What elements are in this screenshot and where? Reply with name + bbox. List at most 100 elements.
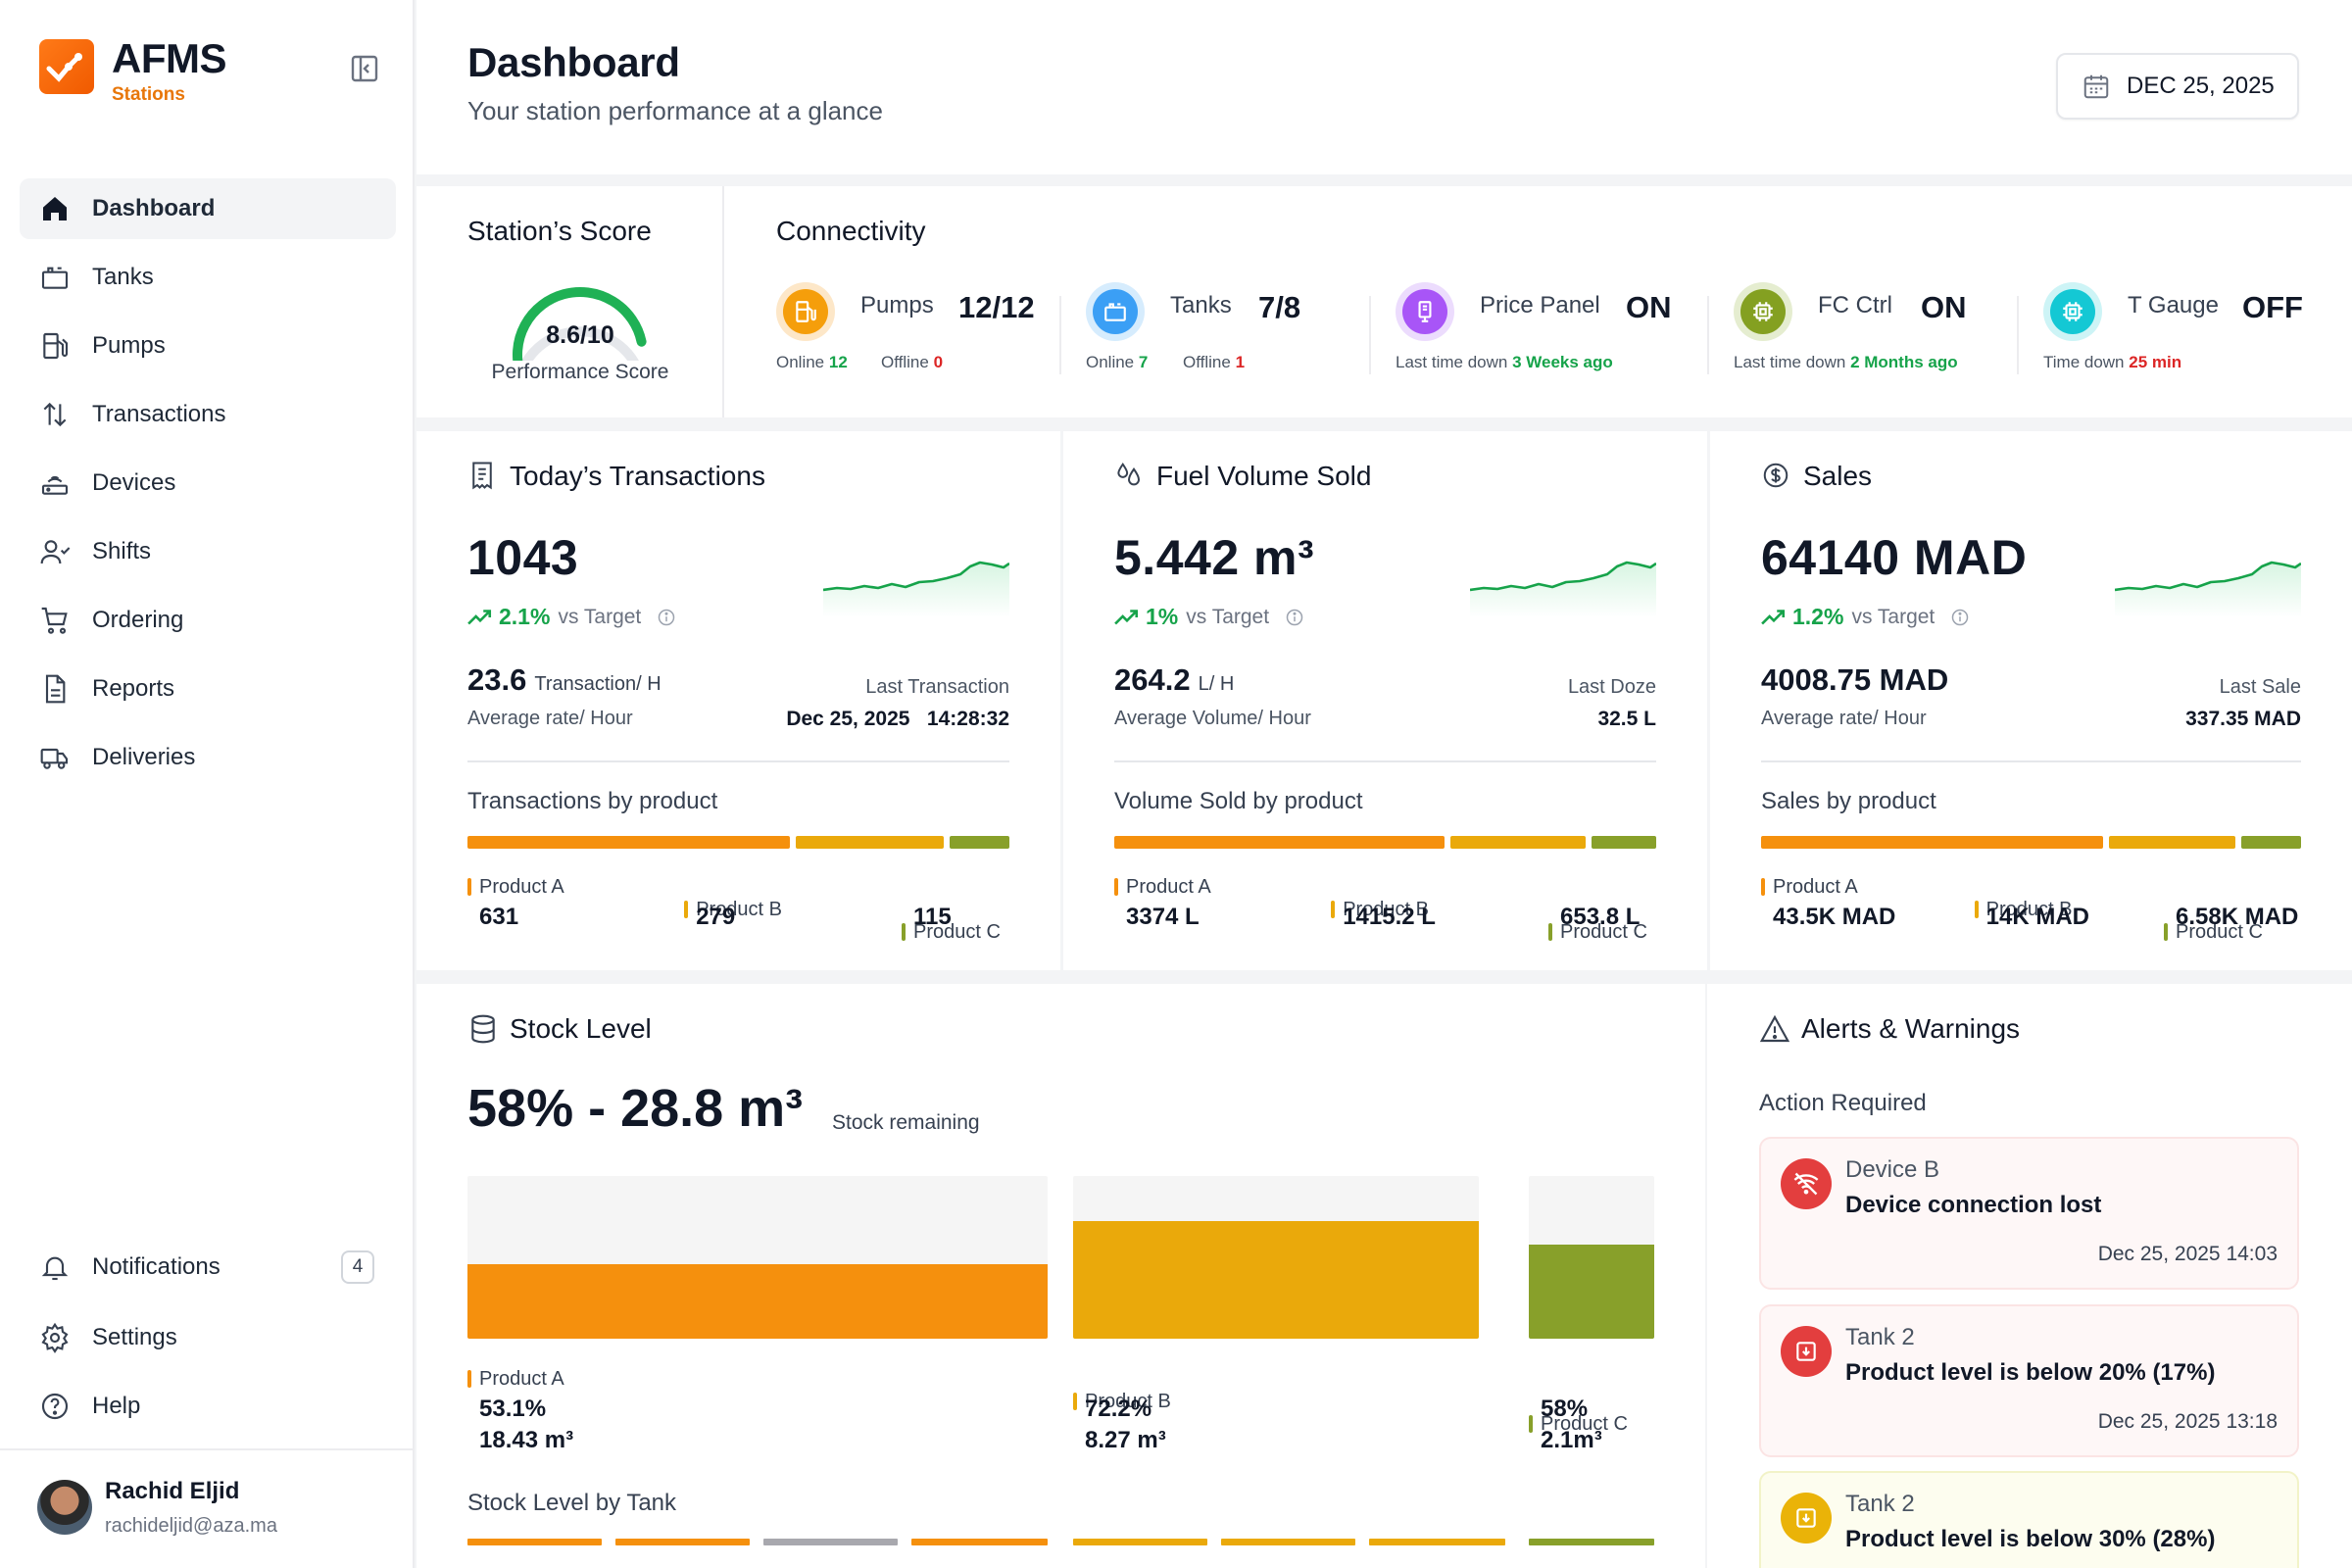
kpi-metric: 264.2 (1114, 662, 1191, 697)
score-title: Station’s Score (467, 216, 652, 246)
conn-name: Tanks (1170, 292, 1232, 318)
conn-t-gauge[interactable]: T Gauge OFF Time down 25 min (2043, 282, 2303, 371)
stock-by-tank-label: Stock Level by Tank (467, 1490, 677, 1516)
sidebar-item-shifts[interactable]: Shifts (20, 521, 396, 582)
help-icon (41, 1393, 69, 1420)
user-email: rachideljid@aza.ma (105, 1515, 277, 1537)
tank-segment (1529, 1539, 1654, 1545)
kpi-right-value: 32.5 L (1597, 708, 1656, 730)
tank-segment (911, 1539, 1048, 1545)
kpi-metric-label: Average rate/ Hour (1761, 708, 1927, 729)
kpi-vs-label: vs Target (558, 605, 642, 628)
sidebar-item-devices[interactable]: Devices (20, 453, 396, 514)
trend-up-icon (1114, 609, 1139, 624)
pump-icon (796, 301, 816, 322)
alert-source: Device B (1845, 1156, 1940, 1183)
product-name: Product A (1761, 876, 2352, 899)
alert-item[interactable]: Tank 2 Product level is below 20% (17%) … (1759, 1304, 2299, 1457)
trend-up-icon (467, 609, 492, 624)
info-icon[interactable] (1950, 608, 1970, 627)
sidebar-item-tanks[interactable]: Tanks (20, 247, 396, 308)
product-name: Product C (902, 921, 1545, 944)
sidebar-item-label: Shifts (92, 538, 152, 564)
sidebar-item-ordering[interactable]: Ordering (20, 590, 396, 651)
sidebar-item-transactions[interactable]: Transactions (20, 384, 396, 445)
kpi-metric-unit: Transaction/ H (534, 673, 662, 695)
warning-icon (1759, 1014, 1790, 1043)
kpi-right-value: 337.35 MAD (2185, 708, 2301, 730)
conn-value: OFF (2242, 290, 2303, 324)
product-share-bar (2241, 836, 2301, 849)
alerts-section-label: Action Required (1759, 1090, 1927, 1116)
avatar[interactable] (37, 1480, 92, 1535)
kpi-sparkline (823, 561, 1009, 617)
sidebar-item-label: Transactions (92, 401, 226, 427)
product-value: 3374 L (1126, 904, 1200, 930)
tank-level-bar[interactable] (467, 1176, 1048, 1339)
chip-icon (1753, 302, 1773, 321)
alert-item[interactable]: Tank 2 Product level is below 30% (28%) (1759, 1471, 2299, 1568)
product-value: 631 (479, 904, 519, 930)
sidebar-item-settings[interactable]: Settings (20, 1307, 396, 1368)
kpi-metric-unit: L/ H (1198, 673, 1235, 695)
product-value: 14K MAD (1985, 904, 2089, 930)
tank-level-fill (1529, 1245, 1654, 1339)
alert-item[interactable]: Device B Device connection lost Dec 25, … (1759, 1137, 2299, 1290)
tank-volume: 2.1m³ (1541, 1427, 1602, 1453)
page-header: Dashboard Your station performance at a … (416, 0, 2352, 174)
kpi-right-value: Dec 25, 2025 14:28:32 (786, 708, 1009, 730)
product-share-bar (1449, 836, 1586, 849)
overview-row: Station’s Score 8.6/10 Performance Score… (416, 186, 2352, 417)
sidebar-item-pumps[interactable]: Pumps (20, 316, 396, 376)
sidebar-item-dashboard[interactable]: Dashboard (20, 178, 396, 239)
price-panel-icon (1418, 301, 1432, 322)
tank-level-bar[interactable] (1529, 1176, 1654, 1339)
info-icon[interactable] (657, 608, 676, 627)
gauge-track (521, 326, 639, 361)
sidebar-collapse-icon[interactable] (349, 53, 380, 84)
product-name: Product C (2164, 921, 2352, 944)
stock-headline: 58% - 28.8 m³ (467, 1079, 804, 1138)
product-share-bar (1114, 836, 1445, 849)
tank-percent: 58% (1541, 1396, 1589, 1422)
date-picker-button[interactable]: DEC 25, 2025 (2056, 53, 2299, 120)
kpi-by-product-label: Volume Sold by product (1114, 788, 1363, 814)
conn-value: ON (1626, 290, 1672, 324)
product-share-bar (1591, 836, 1656, 849)
sidebar-item-help[interactable]: Help (20, 1376, 396, 1437)
sidebar-item-label: Dashboard (92, 195, 216, 221)
kpi-card: Sales 64140 MAD 1.2% vs Target 4008.75 MA… (1710, 431, 2352, 970)
product-name: Product B (1331, 899, 1975, 921)
conn-name: Price Panel (1480, 292, 1600, 318)
page-subtitle: Your station performance at a glance (467, 96, 883, 125)
stock-card: Stock Level 58% - 28.8 m³ Stock remainin… (416, 984, 1705, 1568)
conn-tanks[interactable]: Tanks 7/8 Online 7 Offline 1 (1086, 282, 1300, 371)
kpi-value: 1043 (467, 530, 579, 585)
conn-price-panel[interactable]: Price Panel ON Last time down 3 Weeks ag… (1396, 282, 1672, 371)
brand-subtitle: Stations (112, 84, 185, 105)
conn-value: 7/8 (1258, 290, 1301, 324)
score-gauge (513, 287, 647, 361)
kpi-right-label: Last Sale (2219, 676, 2301, 698)
sidebar-item-label: Tanks (92, 264, 154, 290)
notification-count-badge: 4 (341, 1250, 374, 1284)
product-value: 653.8 L (1560, 904, 1641, 930)
stock-headline-suffix: Stock remaining (832, 1111, 980, 1134)
sidebar-item-notifications[interactable]: Notifications 4 (20, 1237, 396, 1298)
connectivity-title: Connectivity (776, 216, 926, 246)
cart-icon (41, 607, 68, 634)
conn-pumps[interactable]: Pumps 12/12 Online 12 Offline 0 (776, 282, 1035, 371)
kpi-sparkline (2115, 561, 2301, 617)
info-icon[interactable] (1285, 608, 1304, 627)
sidebar-item-label: Settings (92, 1324, 177, 1350)
conn-name: FC Ctrl (1818, 292, 1892, 318)
tank-level-bar[interactable] (1073, 1176, 1479, 1339)
product-value: 6.58K MAD (2176, 904, 2299, 930)
tank-segment (1369, 1539, 1505, 1545)
sidebar-item-reports[interactable]: Reports (20, 659, 396, 719)
conn-fc-ctrl[interactable]: FC Ctrl ON Last time down 2 Months ago (1734, 282, 1967, 371)
stock-title: Stock Level (510, 1013, 652, 1044)
kpi-by-product-label: Transactions by product (467, 788, 718, 814)
sidebar-item-deliveries[interactable]: Deliveries (20, 727, 396, 788)
sidebar-item-label: Deliveries (92, 744, 196, 770)
